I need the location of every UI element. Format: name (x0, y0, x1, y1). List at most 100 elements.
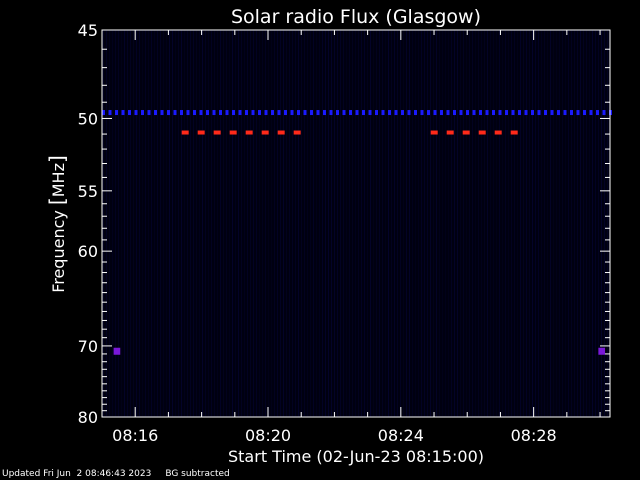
noise-stripe (163, 30, 164, 417)
noise-stripe (424, 30, 425, 417)
noise-stripe (199, 30, 200, 417)
noise-stripe (256, 30, 257, 417)
noise-stripe (253, 30, 254, 417)
interference-dot (368, 110, 372, 116)
noise-stripe (277, 30, 278, 417)
interference-segment (261, 130, 269, 135)
interference-segment (494, 130, 502, 135)
noise-stripe (592, 30, 593, 417)
noise-stripe (319, 30, 320, 417)
noise-stripe (226, 30, 227, 417)
interference-dot (199, 110, 203, 116)
footer: Updated Fri Jun 2 08:46:43 2023 BG subtra… (2, 469, 244, 479)
interference-dot (115, 110, 118, 116)
noise-stripe (376, 30, 377, 417)
y-tick-label: 80 (78, 408, 98, 427)
interference-dot (290, 110, 294, 116)
noise-stripe (514, 30, 515, 417)
interference-dot (446, 110, 450, 116)
interference-dot (485, 110, 489, 116)
emission-spot (598, 347, 606, 355)
noise-stripe (349, 30, 350, 417)
footer-note: BG subtracted (165, 469, 230, 479)
interference-dot (238, 110, 242, 116)
plot-background (102, 30, 610, 417)
interference-dot (349, 110, 352, 116)
noise-stripe (553, 30, 554, 417)
noise-stripe (229, 30, 230, 417)
interference-dot (186, 110, 190, 116)
noise-stripe (520, 30, 521, 417)
interference-dot (394, 110, 398, 116)
x-axis: 08:16 08:20 08:24 08:28 (101, 30, 601, 445)
noise-stripe (427, 30, 428, 417)
noise-stripe (238, 30, 239, 417)
noise-stripe (418, 30, 419, 417)
interference-dot (173, 110, 177, 116)
noise-stripe (265, 30, 266, 417)
interference-dot (329, 110, 333, 116)
interference-dot (511, 110, 515, 116)
noise-stripe (508, 30, 509, 417)
noise-stripe (328, 30, 329, 417)
noise-stripe (367, 30, 368, 417)
interference-segment (277, 130, 285, 135)
y-axis-title-close-bracket: ] (45, 155, 69, 163)
interference-dot (505, 110, 508, 116)
interference-dot (310, 110, 313, 116)
noise-stripe (217, 30, 218, 417)
noise-stripe (388, 30, 389, 417)
chart-title: Solar radio Flux (Glasgow) (231, 6, 481, 28)
noise-stripe (286, 30, 287, 417)
noise-stripe (160, 30, 161, 417)
interference-dot (232, 110, 235, 116)
noise-stripe (295, 30, 296, 417)
noise-stripe (334, 30, 335, 417)
noise-stripe (538, 30, 539, 417)
noise-stripe (583, 30, 584, 417)
noise-stripe (157, 30, 158, 417)
noise-stripe (202, 30, 203, 417)
interference-dot (271, 110, 274, 116)
interference-dot (453, 110, 456, 116)
noise-stripe (454, 30, 455, 417)
interference-dot (167, 110, 170, 116)
noise-stripe (136, 30, 137, 417)
noise-stripe (139, 30, 140, 417)
interference-dot (180, 110, 183, 116)
noise-stripe (403, 30, 404, 417)
noise-stripe (301, 30, 302, 417)
noise-stripe (544, 30, 545, 417)
interference-dot (284, 110, 287, 116)
interference-segment (245, 130, 253, 135)
plot-frame (101, 29, 611, 418)
noise-stripe (340, 30, 341, 417)
noise-stripe (481, 30, 482, 417)
noise-stripe (445, 30, 446, 417)
x-axis-title: Start Time (02-Jun-23 08:15:00) (228, 447, 484, 466)
interference-dot (531, 110, 534, 116)
interference-dot (602, 110, 606, 116)
noise-stripe (361, 30, 362, 417)
noise-stripe (496, 30, 497, 417)
noise-stripe (529, 30, 530, 417)
noise-stripe (607, 30, 608, 417)
noise-stripe (304, 30, 305, 417)
noise-stripe (415, 30, 416, 417)
noise-stripe (484, 30, 485, 417)
y-axis-title-open-bracket: [ (45, 197, 69, 205)
noise-stripe (475, 30, 476, 417)
noise-stripe (412, 30, 413, 417)
noise-stripe (550, 30, 551, 417)
noise-stripe (523, 30, 524, 417)
noise-stripe (601, 30, 602, 417)
noise-stripe (151, 30, 152, 417)
interference-dot (102, 110, 105, 116)
interference-dot (375, 110, 378, 116)
interference-dot (277, 110, 281, 116)
noise-stripe (307, 30, 308, 417)
x-tick-label: 08:28 (511, 426, 557, 445)
interference-segment (229, 130, 237, 135)
interference-dot (258, 110, 261, 116)
noise-stripe (505, 30, 506, 417)
